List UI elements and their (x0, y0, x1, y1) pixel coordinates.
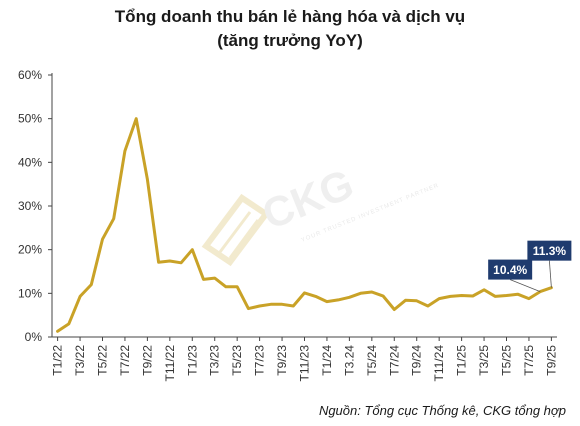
data-point (303, 292, 305, 294)
data-point (225, 286, 227, 288)
x-tick-label: T5/22 (96, 345, 110, 376)
y-tick-labels: 0% 10% 20% 30% 40% 50% 60% (18, 68, 42, 344)
data-point (483, 289, 485, 291)
watermark-logo-icon (201, 193, 271, 267)
data-point (359, 292, 361, 294)
x-tick-label: T3/25 (477, 345, 491, 376)
data-point (124, 150, 126, 152)
y-tick-label: 20% (18, 243, 42, 257)
x-tick-label: T1/25 (455, 345, 469, 376)
callout-box (488, 259, 533, 280)
y-tick-label: 30% (18, 199, 42, 213)
data-point (416, 300, 418, 302)
x-tick-label: T1/23 (185, 345, 199, 376)
data-point (427, 305, 429, 307)
series (56, 117, 553, 333)
x-tick-label: T9/22 (140, 345, 154, 376)
x-tick-label: T5/24 (365, 345, 379, 376)
axes (48, 73, 557, 341)
x-tick-labels: T1/22 T3/22 T5/22 T7/22 T9/22 T11/22 T1/23 T3/2… (51, 345, 559, 382)
x-tick-label: T1/22 (51, 345, 65, 376)
data-point (438, 297, 440, 299)
chart-subtitle: (tăng trưởng YoY) (217, 31, 363, 50)
data-point (146, 178, 148, 180)
callout-box (527, 240, 572, 261)
x-tick-label: T3/22 (73, 345, 87, 376)
data-point (393, 308, 395, 310)
data-point (191, 248, 193, 250)
data-point (517, 293, 519, 295)
x-tick-label: T3.24 (342, 345, 356, 376)
x-tick-label: T9/23 (275, 345, 289, 376)
data-point (371, 291, 373, 293)
data-label: 10.4% (493, 263, 527, 277)
data-point (494, 295, 496, 297)
data-point (528, 297, 530, 299)
data-point (236, 286, 238, 288)
data-point (258, 305, 260, 307)
x-tick-label: T9/24 (410, 345, 424, 376)
x-tick-label: T7/24 (387, 345, 401, 376)
data-point (68, 323, 70, 325)
watermark: CKG YOUR TRUSTED INVESTMENT PARTNER (201, 160, 440, 267)
y-tick-label: 40% (18, 155, 42, 169)
callout-leader (548, 260, 552, 288)
source-note: Nguồn: Tổng cục Thống kê, CKG tổng hợp (318, 403, 566, 418)
data-point (472, 295, 474, 297)
x-tick-label: T1/24 (320, 345, 334, 376)
data-point (326, 300, 328, 302)
data-point (348, 296, 350, 298)
x-tick-label: T11/23 (298, 345, 312, 382)
chart-title: Tổng doanh thu bán lẻ hàng hóa và dịch v… (114, 7, 466, 26)
x-tick-label: T5/23 (230, 345, 244, 376)
data-point (270, 303, 272, 305)
data-point (180, 262, 182, 264)
data-point (315, 295, 317, 297)
y-tick-label: 10% (18, 286, 42, 300)
x-tick-label: T5/25 (500, 345, 514, 376)
data-point (157, 261, 159, 263)
data-point (337, 299, 339, 301)
data-point (135, 117, 137, 119)
data-point (382, 295, 384, 297)
x-tick-label: T3/23 (208, 345, 222, 376)
data-point (101, 238, 103, 240)
data-point (56, 330, 58, 332)
callout-leader (510, 279, 541, 292)
y-tick-label: 50% (18, 112, 42, 126)
data-point (281, 303, 283, 305)
x-tick-label: T11/22 (163, 345, 177, 382)
annotations: 10.4% 11.3% (488, 240, 572, 292)
x-tick-label: T7/23 (253, 345, 267, 376)
x-tick-label: T9/25 (544, 345, 558, 376)
data-point (247, 307, 249, 309)
data-label: 11.3% (533, 244, 567, 258)
y-tick-label: 0% (25, 330, 43, 344)
x-tick-label: T7/22 (118, 345, 132, 376)
data-point (90, 283, 92, 285)
y-tick-label: 60% (18, 68, 42, 82)
data-point (202, 278, 204, 280)
x-tick-label: T11/24 (432, 345, 446, 382)
data-point (449, 295, 451, 297)
data-point (113, 217, 115, 219)
data-point (214, 277, 216, 279)
series-line (56, 117, 553, 333)
data-point (505, 294, 507, 296)
data-point (292, 305, 294, 307)
x-tick-label: T7/25 (522, 345, 536, 376)
data-point (404, 299, 406, 301)
data-point (79, 295, 81, 297)
data-point (169, 260, 171, 262)
data-point (460, 294, 462, 296)
